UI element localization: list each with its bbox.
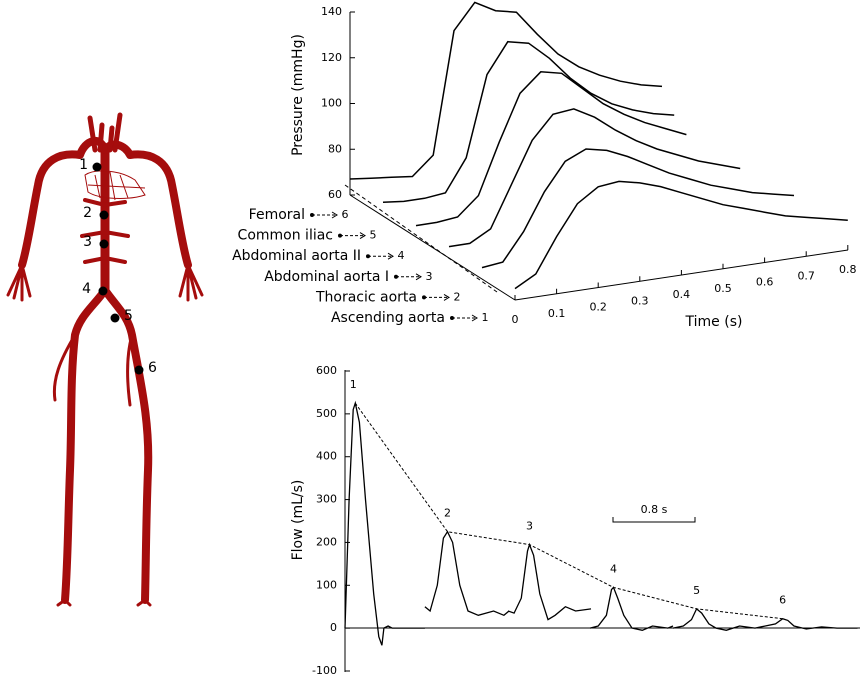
y-tick-label: -100 (312, 664, 337, 677)
legend-site: 2 (454, 290, 461, 303)
site-dot (92, 162, 102, 172)
flow-label: Flow (mL/s) (290, 480, 306, 561)
site-dot (110, 313, 120, 323)
site-dot (99, 239, 109, 249)
y-tick-label: 400 (316, 450, 337, 463)
x-tick-label: 0.7 (797, 269, 815, 282)
legend-label: Femoral (249, 207, 305, 223)
pressure-curve (349, 1, 663, 180)
y-tick-label: 300 (316, 493, 337, 506)
legend-site: 6 (342, 208, 349, 221)
y-tick-label: 120 (321, 51, 342, 64)
legend-arrowhead (359, 232, 366, 240)
flow-curve (344, 400, 425, 646)
y-tick-label: 500 (316, 407, 337, 420)
site-number: 4 (82, 281, 91, 297)
time-label: Time (s) (685, 314, 743, 330)
peak-label: 5 (693, 584, 700, 597)
site-dot (98, 286, 108, 296)
pressure-curve (382, 40, 675, 204)
scale-bar-label: 0.8 s (641, 503, 668, 516)
y-tick-label: 100 (321, 97, 342, 110)
legend-label: Common iliac (238, 228, 333, 244)
site-number: 3 (83, 234, 92, 250)
x-tick-label: 0.4 (673, 288, 691, 301)
flow-curve (507, 542, 592, 621)
flow-curve (754, 617, 858, 630)
y-tick-label: 0 (330, 621, 337, 634)
scale-bar (612, 517, 696, 523)
legend-label: Thoracic aorta (315, 289, 417, 305)
legend-arrowhead (471, 314, 478, 322)
legend-site: 3 (426, 270, 433, 283)
peak-label: 4 (610, 562, 617, 575)
neck (87, 112, 123, 153)
legend-site: 4 (398, 249, 405, 262)
x-tick-label: 0.5 (714, 282, 732, 295)
legend-arrowhead (415, 273, 422, 281)
peak-label: 3 (526, 520, 533, 533)
legend-arrowhead (443, 293, 450, 301)
left-arm (101, 140, 192, 269)
right-arm (18, 137, 109, 269)
hands (6, 263, 204, 302)
y-tick-label: 60 (328, 188, 342, 201)
pressure-label: Pressure (mmHg) (290, 34, 306, 156)
x-tick-label: 0.3 (631, 294, 649, 307)
peak-label: 6 (779, 594, 786, 607)
leg-branches (52, 333, 152, 607)
legend-label: Abdominal aorta I (264, 269, 389, 285)
branches (80, 198, 130, 264)
legend-site: 5 (370, 229, 377, 242)
right-leg (61, 286, 109, 604)
heart (84, 170, 146, 201)
peak-label: 2 (444, 507, 451, 520)
legend-arrowhead (331, 211, 338, 219)
onset-line (344, 184, 498, 293)
legend-arrowhead (387, 252, 394, 260)
site-dot (99, 210, 109, 220)
y-tick-label: 100 (316, 578, 337, 591)
site-number: 6 (148, 360, 157, 376)
y-tick-label: 600 (316, 364, 337, 377)
peak-envelope (354, 402, 783, 620)
site-number: 2 (83, 205, 92, 221)
left-leg (101, 286, 153, 604)
pressure-curve (415, 71, 687, 227)
legend-site: 1 (482, 311, 489, 324)
x-tick-label: 0.2 (589, 301, 607, 314)
pressure-curve (514, 180, 848, 290)
x-tick-label: 0.1 (548, 307, 566, 320)
legend-label: Abdominal aorta II (232, 248, 361, 264)
y-tick-label: 200 (316, 535, 337, 548)
flow-curve (589, 586, 674, 631)
depth-axis (349, 194, 516, 301)
anatomy (6, 112, 204, 607)
site-number: 5 (124, 308, 133, 324)
pressure-curve (448, 108, 741, 248)
legend-label: Ascending aorta (331, 310, 445, 326)
y-tick-label: 80 (328, 142, 342, 155)
x-tick-label: 0 (512, 313, 519, 326)
y-tick-label: 140 (321, 5, 342, 18)
pressure-curve (481, 148, 795, 269)
x-tick-label: 0.6 (756, 276, 774, 289)
site-dot (134, 365, 144, 375)
flow-curve (424, 530, 510, 617)
flow-curve (672, 607, 756, 631)
peak-label: 1 (350, 378, 357, 391)
site-number: 1 (79, 157, 88, 173)
x-tick-label: 0.8 (839, 263, 857, 276)
